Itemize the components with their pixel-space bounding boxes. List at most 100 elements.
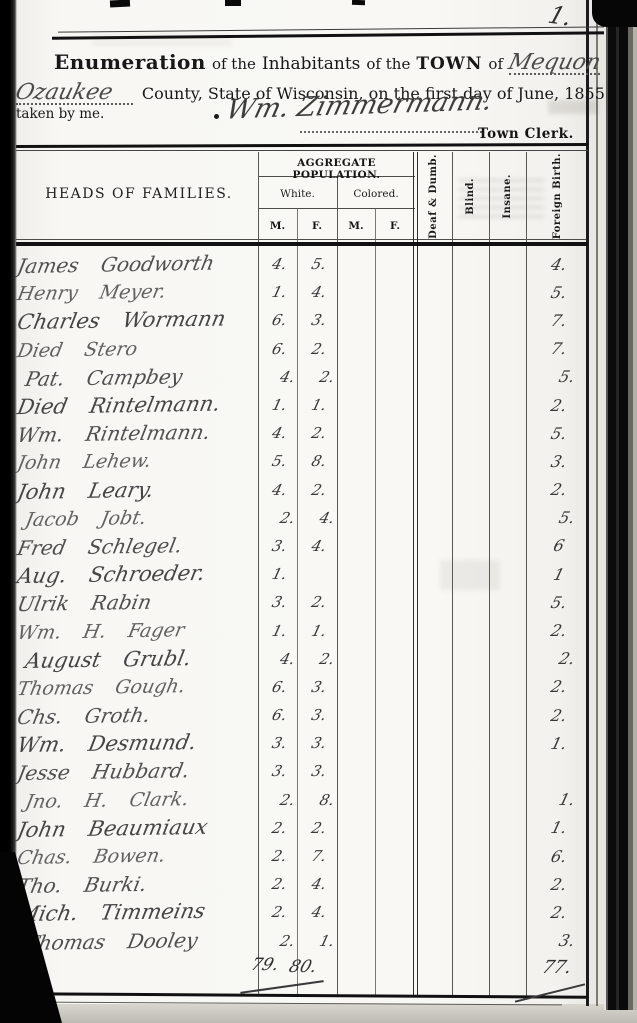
column-line xyxy=(526,152,527,996)
table-row: Mich. Timmeins 2. 4. 2. xyxy=(15,898,588,926)
table-row: Thomas Gough. 6. 3. 2. xyxy=(15,673,588,701)
of-the-word: of the xyxy=(211,55,256,73)
table-row: Jno. H. Clark. 2. 8. 1. xyxy=(16,786,588,814)
bleedthrough-smudge xyxy=(458,176,544,224)
head-of-family-name: Tho. Burki. xyxy=(15,872,150,899)
head-of-family-name: Jesse Hubbard. xyxy=(15,758,192,786)
town-label: TOWN xyxy=(416,54,483,74)
white-male-header: M. xyxy=(269,220,286,232)
white-male-count: 2. xyxy=(278,508,297,527)
white-female-count: 2. xyxy=(309,339,329,358)
column-line xyxy=(258,152,259,996)
head-of-family-name: Jno. H. Clark. xyxy=(23,787,191,813)
white-female-count: 4. xyxy=(309,536,329,555)
foreign-birth-count: 2. xyxy=(548,480,569,500)
white-female-count: 2. xyxy=(309,480,329,499)
white-male-count: 4. xyxy=(278,367,297,386)
white-male-count: 6. xyxy=(270,339,289,358)
table-row: Died Rintelmann. 1. 1. 2. xyxy=(15,391,588,420)
bleedthrough-smudge xyxy=(548,100,598,114)
foreign-birth-count: 2. xyxy=(548,705,569,725)
paper-background xyxy=(12,0,608,1010)
table-row: Pat. Campbey 4. 2. 5. xyxy=(16,363,588,391)
foreign-birth-count: 6 xyxy=(551,536,567,556)
blind-label: Blind. xyxy=(465,177,476,215)
header-line-1: Enumeration of the Inhabitants of the TO… xyxy=(54,50,621,75)
table-row: John Leary. 4. 2. 2. xyxy=(15,476,588,504)
table-row: Chs. Groth. 6. 3. 2. xyxy=(15,701,588,729)
foreign-birth-count: 7. xyxy=(548,310,569,330)
heads-of-families-header: HEADS OF FAMILIES. xyxy=(45,186,233,202)
header-divider xyxy=(258,176,415,177)
town-name-blank: Mequon xyxy=(505,50,604,75)
table-row: Tho. Burki. 2. 4. 2. xyxy=(15,870,588,899)
white-male-count: 4. xyxy=(270,255,289,274)
white-male-count: 1. xyxy=(270,621,289,640)
white-female-header: F. xyxy=(311,220,323,232)
table-row: Aug. Schroeder. 1. 1 xyxy=(15,560,588,589)
head-of-family-name: Wm. H. Fager xyxy=(15,618,187,644)
white-male-count: 3. xyxy=(270,593,289,612)
table-top-rule-thin xyxy=(16,150,588,151)
white-male-count: 2. xyxy=(270,903,289,922)
head-of-family-name: August Grubl. xyxy=(23,645,194,673)
white-female-count: 2. xyxy=(309,593,329,612)
column-line xyxy=(489,152,490,996)
head-of-family-name: John Leary. xyxy=(15,477,156,504)
head-of-family-name: Henry Meyer. xyxy=(15,280,168,306)
top-edge-mark xyxy=(109,0,131,8)
total-foreign-birth: 77. xyxy=(539,957,575,978)
white-female-count: 4. xyxy=(309,903,329,922)
table-row: Wm. Desmund. 3. 3. 1. xyxy=(15,729,588,757)
total-white-female: 80. xyxy=(286,957,320,977)
table-right-border xyxy=(586,0,589,1006)
foreign-birth-count: 5. xyxy=(548,592,569,612)
white-female-count: 3. xyxy=(309,677,329,696)
colored-male-header: M. xyxy=(348,220,364,232)
table-row: John Lehew. 5. 8. 3. xyxy=(15,447,588,475)
head-of-family-name: James Goodworth xyxy=(15,250,217,279)
white-female-count: 4. xyxy=(309,283,329,302)
scan-bottom-edge xyxy=(0,1004,637,1023)
county-state-date-text: County, State of Wisconsin, on the first… xyxy=(141,84,610,103)
column-line xyxy=(297,208,298,996)
deaf-and-dumb-label: Deaf & Dumb. xyxy=(428,153,439,239)
head-of-family-name: John Lehew. xyxy=(15,450,154,475)
white-male-count: 6. xyxy=(270,311,289,330)
white-female-count: 2. xyxy=(309,424,329,443)
foreign-birth-count: 5. xyxy=(556,367,577,387)
census-rows: James Goodworth 4. 5. 4. Henry Meyer. 1.… xyxy=(15,250,588,955)
header-bottom-thick-rule xyxy=(16,242,588,246)
head-of-family-name: Died Rintelmann. xyxy=(15,391,223,420)
town-name-handwriting: Mequon xyxy=(505,50,604,75)
white-female-count: 2. xyxy=(317,649,337,668)
white-female-count: 8. xyxy=(309,452,329,471)
head-of-family-name: John Beaumiaux xyxy=(15,814,210,842)
white-female-count: 2. xyxy=(317,367,337,386)
white-male-count: 1. xyxy=(270,396,289,415)
colored-subheader: Colored. xyxy=(353,188,399,200)
white-female-count: 3. xyxy=(309,311,329,330)
book-spine-shadow xyxy=(0,0,17,1023)
table-row: Thomas Dooley 2. 1. 3. xyxy=(16,927,588,955)
white-male-count: 2. xyxy=(270,875,289,894)
top-right-scan-blot xyxy=(592,0,637,27)
colored-female-header: F. xyxy=(389,220,401,232)
table-row: Died Stero 6. 2. 7. xyxy=(15,335,588,363)
of-the-word: of the xyxy=(366,55,411,73)
foreign-birth-count: 1 xyxy=(551,564,567,584)
white-female-count: 5. xyxy=(309,255,329,274)
white-male-count: 3. xyxy=(270,734,289,753)
head-of-family-name: Fred Schlegel. xyxy=(15,533,185,561)
white-female-count: 1. xyxy=(309,621,329,640)
column-line xyxy=(337,176,338,996)
foreign-birth-count: 2. xyxy=(548,677,569,697)
foreign-birth-count: 1. xyxy=(548,733,569,753)
foreign-birth-count: 2. xyxy=(548,902,569,922)
white-male-count: 1. xyxy=(270,565,289,584)
white-subheader: White. xyxy=(280,188,315,200)
white-male-count: 5. xyxy=(270,452,289,471)
head-of-family-name: Aug. Schroeder. xyxy=(15,560,208,589)
county-name-blank: Ozaukee xyxy=(13,80,133,105)
foreign-birth-column-header: Foreign Birth. xyxy=(526,152,588,240)
